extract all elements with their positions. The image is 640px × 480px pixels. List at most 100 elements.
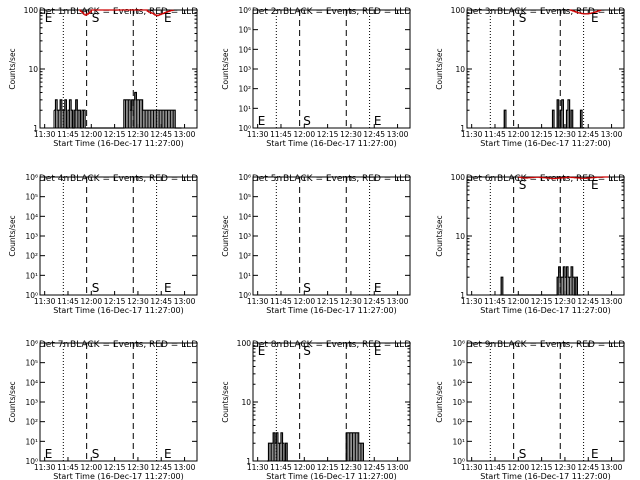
y-tick-label: 10⁵ — [238, 193, 251, 202]
marker-label-e: E — [45, 11, 53, 25]
x-tick-label: 13:00 — [174, 130, 196, 139]
y-tick-label: 10 — [28, 65, 38, 74]
x-tick-label: 12:30 — [340, 463, 362, 472]
marker-label-e: E — [258, 344, 266, 358]
x-tick-label: 12:45 — [577, 297, 599, 306]
x-tick-label: 11:30 — [247, 130, 269, 139]
x-tick-label: 12:45 — [363, 463, 385, 472]
y-tick-label: 10⁰ — [25, 457, 38, 466]
y-tick-label: 100 — [237, 339, 252, 348]
y-tick-label: 10² — [25, 418, 38, 427]
x-tick-label: 12:30 — [127, 463, 149, 472]
panel-title: Det 6r BLACK = Events, RED = LLD — [466, 174, 625, 184]
y-tick-label: 1 — [460, 291, 465, 300]
panel-det-6r: Det 6r BLACK = Events, RED = LLD 11:30 11:… — [435, 173, 625, 315]
x-tick-label: 11:30 — [34, 130, 56, 139]
y-axis-label: Counts/sec — [435, 48, 444, 89]
plot-frame — [466, 176, 625, 296]
panel-title: Det 5r BLACK = Events, RED = LLD — [252, 174, 411, 184]
panel-det-8r: Det 8r BLACK = Events, RED = LLD 11:30 11:… — [221, 339, 411, 480]
x-tick-label: 11:45 — [270, 463, 292, 472]
y-tick-label: 10⁶ — [238, 6, 251, 15]
x-tick-label: 11:45 — [57, 463, 79, 472]
y-axis-label: Counts/sec — [221, 215, 230, 256]
x-tick-label: 12:30 — [127, 297, 149, 306]
x-tick-label: 12:15 — [531, 130, 553, 139]
y-tick-label: 10⁴ — [238, 212, 251, 221]
x-tick-label: 11:45 — [484, 463, 506, 472]
y-tick-label: 10³ — [238, 65, 251, 74]
x-tick-label: 11:45 — [57, 297, 79, 306]
x-axis-label: Start Time (16-Dec-17 11:27:00) — [480, 139, 611, 148]
x-tick-label: 11:45 — [270, 130, 292, 139]
x-tick-label: 11:30 — [461, 130, 483, 139]
x-tick-label: 11:45 — [57, 130, 79, 139]
y-tick-label: 10⁵ — [25, 359, 38, 368]
y-tick-label: 10¹ — [238, 271, 251, 280]
x-tick-label: 11:45 — [484, 130, 506, 139]
x-tick-label: 13:00 — [174, 297, 196, 306]
marker-label-e: E — [374, 344, 382, 358]
plot-frame — [466, 9, 625, 129]
x-tick-label: 11:30 — [461, 297, 483, 306]
marker-label-s: S — [92, 11, 100, 25]
panel-title: Det 2r BLACK = Events, RED = LLD — [252, 7, 411, 17]
x-tick-label: 12:45 — [150, 130, 172, 139]
x-tick-label: 12:00 — [293, 130, 315, 139]
lld-series-line — [569, 9, 602, 15]
x-tick-label: 12:15 — [317, 463, 339, 472]
x-tick-label: 11:45 — [484, 297, 506, 306]
y-tick-label: 10² — [238, 85, 251, 94]
x-axis-label: Start Time (16-Dec-17 11:27:00) — [53, 306, 184, 315]
x-tick-label: 12:15 — [531, 297, 553, 306]
y-tick-label: 10⁶ — [238, 173, 251, 182]
marker-label-e: E — [591, 11, 599, 25]
x-tick-label: 12:00 — [507, 130, 529, 139]
x-tick-label: 12:15 — [317, 130, 339, 139]
x-tick-label: 11:30 — [34, 297, 56, 306]
x-axis-label: Start Time (16-Dec-17 11:27:00) — [480, 306, 611, 315]
y-tick-label: 10³ — [25, 398, 38, 407]
x-axis-label: Start Time (16-Dec-17 11:27:00) — [53, 139, 184, 148]
x-tick-label: 12:30 — [554, 463, 576, 472]
panel-title: Det 8r BLACK = Events, RED = LLD — [252, 340, 411, 350]
x-tick-label: 12:30 — [340, 130, 362, 139]
y-tick-label: 100 — [451, 6, 466, 15]
x-axis-label: Start Time (16-Dec-17 11:27:00) — [266, 139, 397, 148]
y-tick-label: 10⁰ — [238, 124, 251, 133]
x-tick-label: 13:00 — [174, 463, 196, 472]
y-tick-label: 10⁰ — [452, 457, 465, 466]
plot-frame — [252, 176, 411, 296]
marker-label-e: E — [45, 447, 53, 461]
y-tick-label: 10³ — [25, 232, 38, 241]
x-tick-label: 12:15 — [104, 297, 126, 306]
y-tick-label: 10⁰ — [238, 291, 251, 300]
x-tick-label: 13:00 — [601, 297, 623, 306]
y-tick-label: 10⁰ — [25, 291, 38, 300]
panel-det-7r: Det 7r BLACK = Events, RED = LLD 11:30 11:… — [8, 339, 198, 480]
panel-title: Det 7r BLACK = Events, RED = LLD — [39, 340, 198, 350]
marker-label-s: S — [92, 281, 100, 295]
y-tick-label: 10⁶ — [452, 339, 465, 348]
marker-label-e: E — [164, 281, 172, 295]
y-tick-label: 10⁴ — [238, 45, 251, 54]
x-tick-label: 12:15 — [104, 463, 126, 472]
x-tick-label: 12:30 — [554, 130, 576, 139]
y-tick-label: 10¹ — [25, 271, 38, 280]
y-axis-label: Counts/sec — [221, 48, 230, 89]
marker-label-s: S — [303, 281, 311, 295]
x-tick-label: 13:00 — [601, 130, 623, 139]
x-tick-label: 12:00 — [80, 297, 102, 306]
y-tick-label: 100 — [24, 6, 39, 15]
y-tick-label: 10¹ — [238, 104, 251, 113]
x-tick-label: 11:30 — [34, 463, 56, 472]
panel-det-4r: Det 4r BLACK = Events, RED = LLD 11:30 11:… — [8, 173, 198, 315]
y-tick-label: 1 — [246, 457, 251, 466]
x-axis-label: Start Time (16-Dec-17 11:27:00) — [480, 472, 611, 480]
panel-det-2r: Det 2r BLACK = Events, RED = LLD 11:30 11:… — [221, 6, 411, 148]
panel-title: Det 3r BLACK = Events, RED = LLD — [466, 7, 625, 17]
y-axis-label: Counts/sec — [435, 381, 444, 422]
y-tick-label: 10¹ — [452, 437, 465, 446]
y-tick-label: 10⁵ — [452, 359, 465, 368]
